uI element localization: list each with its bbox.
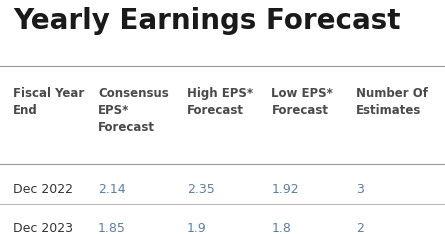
Text: 2.35: 2.35 bbox=[187, 183, 214, 196]
Text: Low EPS*
Forecast: Low EPS* Forecast bbox=[271, 87, 333, 117]
Text: 2.14: 2.14 bbox=[98, 183, 125, 196]
Text: 3: 3 bbox=[356, 183, 364, 196]
Text: Dec 2023: Dec 2023 bbox=[13, 222, 73, 234]
Text: Yearly Earnings Forecast: Yearly Earnings Forecast bbox=[13, 7, 401, 35]
Text: 1.85: 1.85 bbox=[98, 222, 126, 234]
Text: 1.8: 1.8 bbox=[271, 222, 291, 234]
Text: 1.92: 1.92 bbox=[271, 183, 299, 196]
Text: Consensus
EPS*
Forecast: Consensus EPS* Forecast bbox=[98, 87, 169, 134]
Text: 2: 2 bbox=[356, 222, 364, 234]
Text: 1.9: 1.9 bbox=[187, 222, 206, 234]
Text: Dec 2022: Dec 2022 bbox=[13, 183, 73, 196]
Text: Number Of
Estimates: Number Of Estimates bbox=[356, 87, 428, 117]
Text: Fiscal Year
End: Fiscal Year End bbox=[13, 87, 85, 117]
Text: High EPS*
Forecast: High EPS* Forecast bbox=[187, 87, 253, 117]
